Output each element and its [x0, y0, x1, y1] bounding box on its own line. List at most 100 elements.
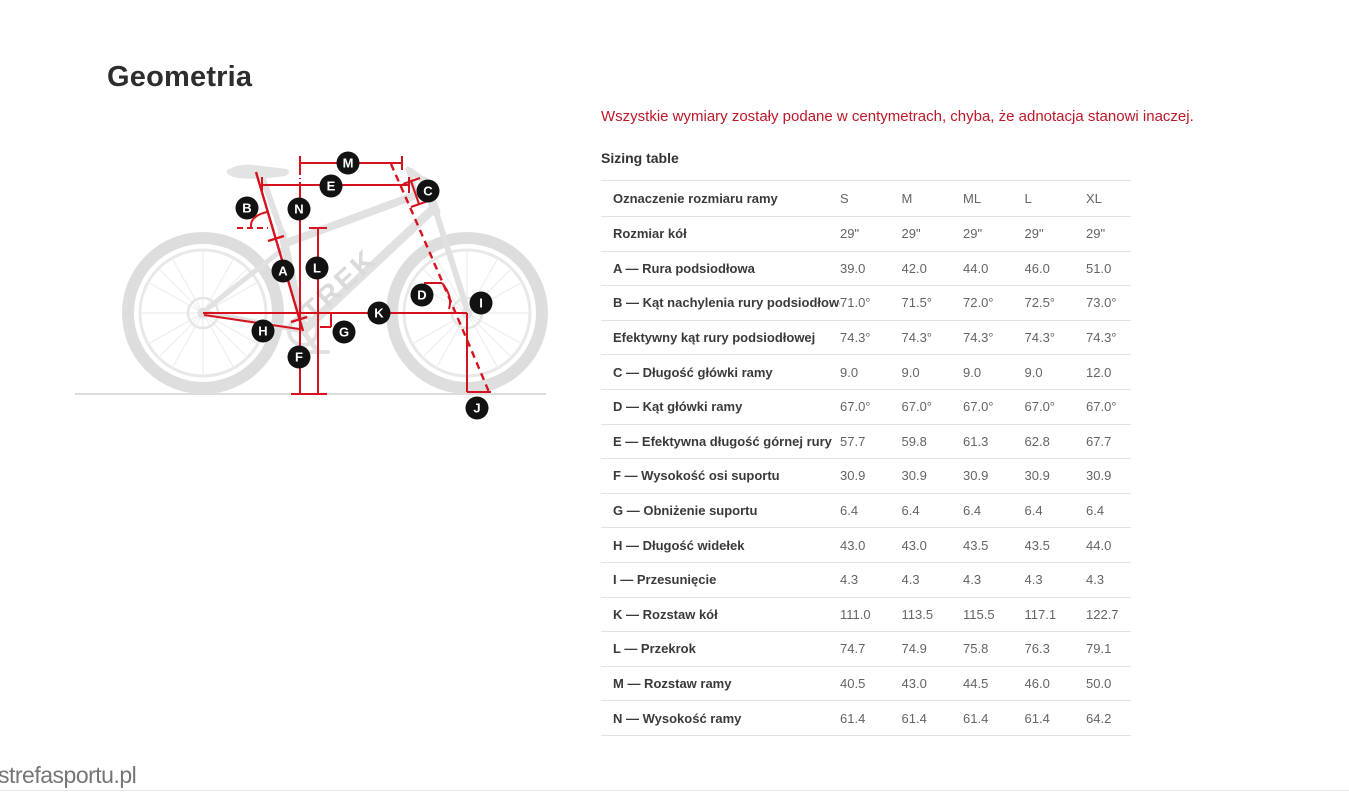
row-value: 67.0°: [901, 399, 933, 415]
row-value: 111.0: [840, 606, 871, 622]
row-value: 46.0: [1024, 260, 1050, 276]
row-label: I — Przesunięcie: [613, 572, 717, 588]
row-value: 61.3: [963, 433, 989, 449]
table-row: G — Obniżenie suportu 6.4 6.4 6.4 6.4 6.4: [601, 493, 1131, 528]
table-row: E — Efektywna długość górnej rury 57.7 59.…: [601, 424, 1131, 459]
row-value: 74.3°: [840, 330, 871, 346]
diagram-marker-e: E: [319, 174, 343, 198]
row-value: 6.4: [901, 503, 920, 519]
row-label: N — Wysokość ramy: [613, 710, 742, 726]
row-value: 43.0: [840, 537, 866, 553]
row-value: 39.0: [840, 260, 866, 276]
size-column-header: M: [901, 191, 913, 206]
table-row: D — Kąt główki ramy 67.0° 67.0° 67.0° 67.0° 6…: [601, 389, 1131, 425]
diagram-marker-l: L: [305, 256, 329, 280]
table-row: Efektywny kąt rury podsiodłowej 74.3° 74.3…: [601, 320, 1131, 355]
diagram-marker-n: N: [287, 197, 311, 221]
row-value: 71.0°: [840, 295, 871, 311]
table-row: K — Rozstaw kół 111.0 113.5 115.5 117.1 122.7: [601, 597, 1131, 632]
page-title: Geometria: [107, 61, 253, 93]
row-value: 6.4: [1024, 503, 1043, 519]
row-value: 61.4: [840, 710, 866, 726]
table-row: N — Wysokość ramy 61.4 61.4 61.4 61.4 64.2: [601, 701, 1131, 736]
row-value: 42.0: [901, 260, 927, 276]
row-value: 74.7: [840, 641, 866, 657]
row-value: 4.3: [1086, 572, 1105, 588]
size-column-header: XL: [1086, 191, 1102, 206]
table-header-row: Oznaczenie rozmiaru ramy S M ML L XL: [601, 180, 1131, 217]
row-value: 43.5: [1024, 537, 1050, 553]
row-value: 4.3: [1024, 572, 1043, 588]
size-column-header: L: [1024, 191, 1032, 206]
row-label: G — Obniżenie suportu: [613, 503, 758, 519]
table-row: L — Przekrok 74.7 74.9 75.8 76.3 79.1: [601, 632, 1131, 667]
row-label: A — Rura podsiodłowa: [613, 260, 755, 276]
row-value: 29": [901, 226, 921, 242]
row-value: 74.9: [901, 641, 927, 657]
row-value: 29": [1086, 226, 1106, 242]
row-value: 75.8: [963, 641, 989, 657]
diagram-marker-c: C: [416, 179, 440, 203]
table-title: Sizing table: [601, 150, 679, 166]
row-value: 62.8: [1024, 433, 1050, 449]
table-row: H — Długość widełek 43.0 43.0 43.5 43.5 44.0: [601, 528, 1131, 563]
row-value: 29": [1024, 226, 1044, 242]
row-label: C — Długość główki ramy: [613, 364, 773, 380]
row-value: 73.0°: [1086, 295, 1117, 311]
row-value: 67.0°: [1086, 399, 1117, 415]
row-value: 67.7: [1086, 433, 1112, 449]
row-value: 9.0: [840, 364, 859, 380]
diagram-marker-m: M: [336, 151, 360, 175]
row-value: 61.4: [963, 710, 989, 726]
table-row: M — Rozstaw ramy 40.5 43.0 44.5 46.0 50.0: [601, 666, 1131, 701]
row-value: 29": [840, 226, 860, 242]
row-value: 61.4: [901, 710, 927, 726]
row-value: 9.0: [901, 364, 920, 380]
measurement-lines: [203, 156, 491, 395]
row-value: 30.9: [901, 468, 927, 484]
row-value: 71.5°: [901, 295, 933, 311]
diagram-marker-b: B: [235, 196, 259, 220]
table-row: B — Kąt nachylenia rury podsiodłowej 71.0…: [601, 286, 1131, 321]
diagram-marker-j: J: [465, 396, 489, 420]
row-label: B — Kąt nachylenia rury podsiodłowej: [613, 295, 840, 311]
row-label: E — Efektywna długość górnej rury: [613, 433, 832, 449]
row-value: 9.0: [963, 364, 982, 380]
row-value: 9.0: [1024, 364, 1043, 380]
row-value: 4.3: [963, 572, 982, 588]
row-value: 30.9: [963, 468, 989, 484]
row-value: 44.5: [963, 676, 989, 692]
units-note: Wszystkie wymiary zostały podane w centy…: [601, 108, 1194, 125]
diagram-marker-d: D: [410, 283, 434, 307]
row-label: F — Wysokość osi suportu: [613, 468, 780, 484]
diagram-marker-a: A: [271, 259, 295, 283]
row-label: K — Rozstaw kół: [613, 606, 718, 622]
row-value: 59.8: [901, 433, 927, 449]
header-label: Oznaczenie rozmiaru ramy: [613, 191, 778, 206]
sizing-table: Oznaczenie rozmiaru ramy S M ML L XL Rozmiar…: [601, 180, 1131, 736]
row-value: 67.0°: [1024, 399, 1056, 415]
diagram-marker-i: I: [469, 291, 493, 315]
row-label: Rozmiar kół: [613, 226, 687, 242]
row-value: 4.3: [901, 572, 920, 588]
row-value: 57.7: [840, 433, 866, 449]
row-value: 74.3°: [1086, 330, 1117, 346]
table-row: A — Rura podsiodłowa 39.0 42.0 44.0 46.0 51.0: [601, 251, 1131, 286]
row-value: 72.5°: [1024, 295, 1056, 311]
row-value: 6.4: [1086, 503, 1105, 519]
table-row: F — Wysokość osi suportu 30.9 30.9 30.9 30.9…: [601, 459, 1131, 494]
row-label: M — Rozstaw ramy: [613, 676, 732, 692]
row-value: 76.3: [1024, 641, 1050, 657]
row-label: D — Kąt główki ramy: [613, 399, 743, 415]
bike-diagram-art: TREK: [75, 156, 548, 395]
row-value: 64.2: [1086, 710, 1112, 726]
row-value: 74.3°: [901, 330, 933, 346]
sizing-table-body: Rozmiar kół 29" 29" 29" 29" 29" A — Rura podsi…: [601, 217, 1131, 736]
row-value: 43.5: [963, 537, 989, 553]
row-value: 6.4: [840, 503, 859, 519]
row-value: 67.0°: [840, 399, 871, 415]
row-value: 6.4: [963, 503, 982, 519]
row-value: 50.0: [1086, 676, 1112, 692]
row-label: Efektywny kąt rury podsiodłowej: [613, 330, 816, 346]
row-value: 43.0: [901, 676, 927, 692]
